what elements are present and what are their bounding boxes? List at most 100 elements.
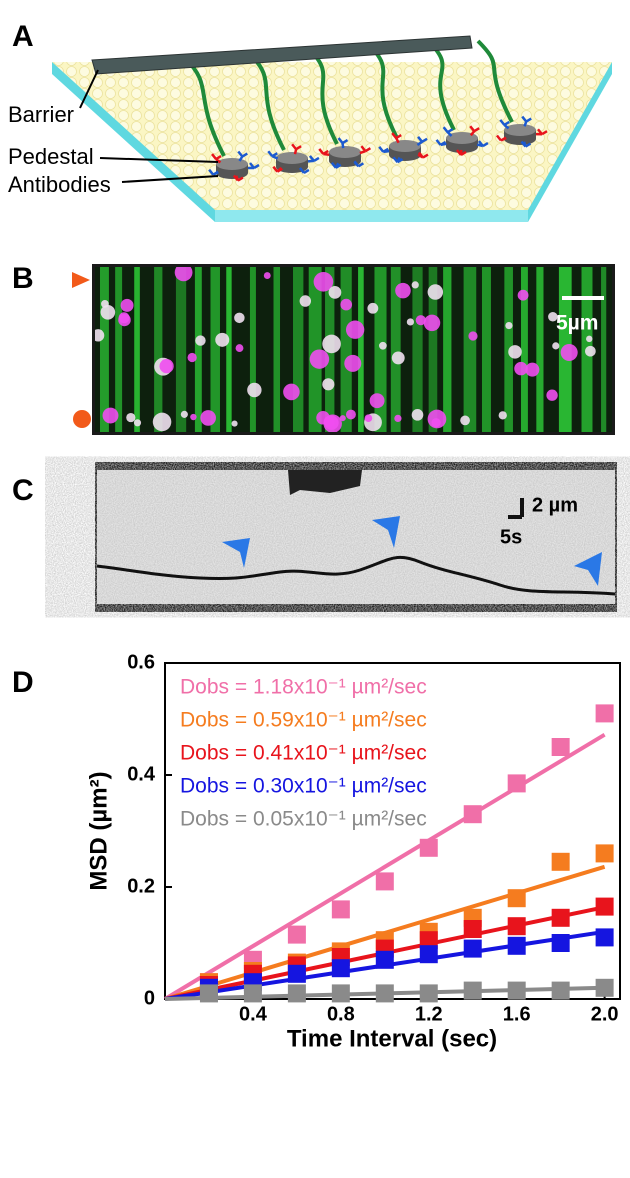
strand <box>412 267 423 432</box>
antibody <box>391 132 402 144</box>
spot <box>263 272 271 280</box>
antibody <box>521 115 532 127</box>
spot <box>460 415 470 426</box>
y-tick-label: 0.6 <box>127 651 155 673</box>
spot <box>118 312 130 324</box>
spot <box>423 314 441 332</box>
legend-entry: Dobs = 0.05x10⁻¹ µm²/sec <box>180 808 427 831</box>
barrier-bar <box>91 35 473 75</box>
strand <box>100 267 109 432</box>
pedestal-top <box>329 146 361 158</box>
antibody <box>499 119 510 130</box>
spot <box>427 409 447 429</box>
spot <box>585 345 596 357</box>
marker <box>419 838 438 857</box>
antibody <box>307 155 320 163</box>
x-axis-title: Time Interval (sec) <box>287 1025 497 1052</box>
legend-entry: Dobs = 0.41x10⁻¹ µm²/sec <box>180 742 427 765</box>
spot <box>498 411 507 420</box>
strand <box>358 267 364 432</box>
antibody <box>232 174 244 182</box>
antibody <box>416 136 428 146</box>
antibody <box>520 140 532 148</box>
y-axis-title: MSD (µm²) <box>85 771 112 890</box>
antibody <box>248 162 260 170</box>
antibody <box>378 146 390 154</box>
spot <box>215 332 230 347</box>
spot <box>328 285 342 299</box>
spot <box>180 410 188 418</box>
spot <box>159 358 174 374</box>
spot <box>560 343 578 362</box>
marker <box>551 738 570 756</box>
panel-label: C <box>12 474 34 507</box>
strand <box>249 267 256 432</box>
spot <box>525 362 540 377</box>
marker <box>463 981 482 1000</box>
spot <box>391 351 405 365</box>
strand <box>428 267 438 432</box>
spot <box>411 281 419 289</box>
marker <box>595 928 614 947</box>
marker <box>463 920 482 938</box>
marker-circle <box>73 410 91 428</box>
marker <box>287 964 306 983</box>
strand <box>273 267 281 432</box>
marker <box>375 984 394 1003</box>
antibody <box>318 148 330 156</box>
antibody <box>469 125 480 137</box>
leader-line <box>99 157 219 163</box>
strand <box>536 267 544 432</box>
spot <box>120 298 134 312</box>
spot <box>174 267 193 282</box>
spot <box>340 298 353 311</box>
spot <box>369 393 385 409</box>
antibody <box>353 160 365 168</box>
spot <box>235 344 244 353</box>
spot <box>505 321 513 330</box>
antibody <box>208 168 219 176</box>
antibody <box>330 162 342 169</box>
panel-label: A <box>12 20 34 53</box>
strand <box>115 267 123 432</box>
antibody <box>291 143 302 155</box>
spot <box>415 315 426 326</box>
marker <box>507 917 526 936</box>
marker <box>595 978 614 997</box>
spot <box>427 284 444 300</box>
spot <box>548 312 558 322</box>
pedestal-top <box>504 124 536 136</box>
dark-region <box>288 470 362 495</box>
y-tick-label: 0.2 <box>127 875 155 897</box>
label: Barrier <box>8 102 74 127</box>
antibody <box>442 126 454 137</box>
strand <box>308 267 322 432</box>
dna <box>428 41 456 131</box>
marker <box>419 984 438 1003</box>
spot <box>100 304 116 320</box>
marker <box>595 704 614 723</box>
spot <box>152 412 172 432</box>
slab-edge <box>215 210 528 222</box>
strand <box>390 267 401 432</box>
spot <box>231 420 238 427</box>
antibody <box>272 165 283 173</box>
spot <box>586 335 593 343</box>
antibody <box>476 140 489 148</box>
fit-line <box>163 732 606 1001</box>
marker <box>595 897 614 916</box>
strand <box>481 267 491 432</box>
spot <box>126 412 136 423</box>
marker <box>375 950 394 969</box>
x-tick-label: 1.2 <box>415 1003 443 1025</box>
arrowheads <box>222 516 602 586</box>
strand <box>134 267 140 432</box>
spot <box>195 335 206 346</box>
spot <box>247 382 262 398</box>
marker <box>243 984 262 1003</box>
spot <box>234 312 245 324</box>
marker <box>551 934 570 952</box>
label: Antibodies <box>8 172 111 197</box>
marker <box>551 852 570 871</box>
